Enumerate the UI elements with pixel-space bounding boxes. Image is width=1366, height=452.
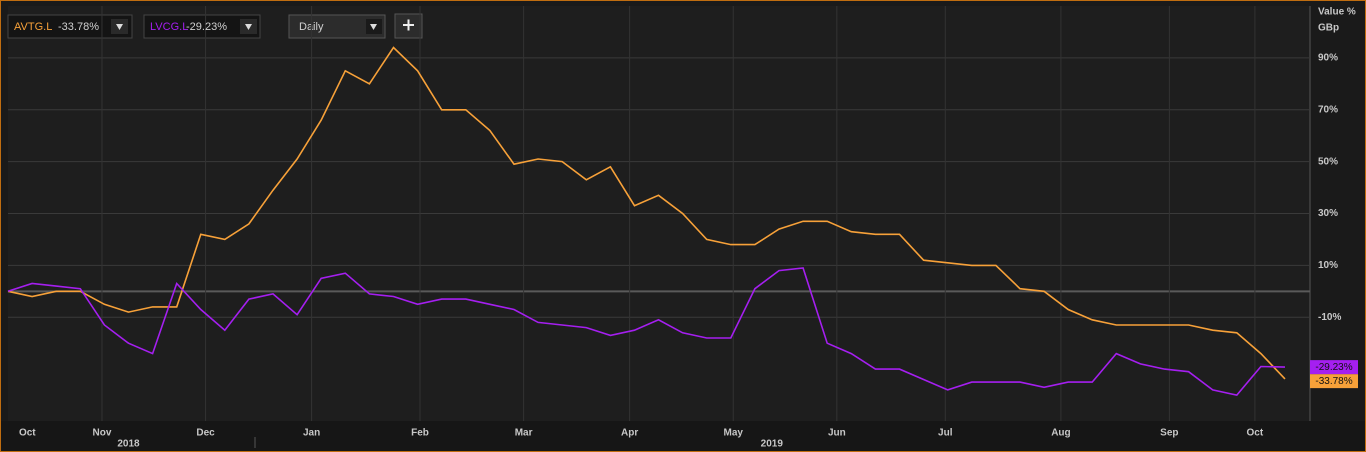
y-tick-label: -10% — [1318, 312, 1341, 323]
year-label: 2019 — [761, 439, 784, 450]
legend-name: AVTG.L — [14, 21, 52, 33]
last-value-box — [1310, 374, 1358, 389]
x-tick-label: Oct — [19, 428, 36, 439]
year-label: 2018 — [117, 439, 140, 450]
last-value-label: -29.23% — [1315, 362, 1352, 373]
y-tick-label: 50% — [1318, 156, 1338, 167]
add-button[interactable] — [394, 13, 423, 39]
dropdown-box[interactable] — [288, 14, 386, 39]
x-tick-label: Feb — [411, 428, 429, 439]
y-tick-label: 70% — [1318, 104, 1338, 115]
x-tick-label: Apr — [621, 428, 638, 439]
x-tick-label: Nov — [93, 428, 112, 439]
x-tick-label: Sep — [1160, 428, 1178, 439]
x-tick-label: Jun — [828, 428, 846, 439]
interval-dropdown[interactable]: Daily — [288, 14, 386, 39]
dropdown-box[interactable] — [7, 14, 133, 39]
legend-name: LVCG.L — [150, 21, 188, 33]
dropdown-arrow — [370, 24, 377, 30]
dropdown-arrow — [116, 24, 123, 30]
x-tick-label: Dec — [196, 428, 215, 439]
legend-dropdown[interactable] — [143, 14, 261, 39]
legend-dropdown[interactable] — [7, 14, 133, 39]
dropdown-box[interactable] — [143, 14, 261, 39]
y-tick-label: 90% — [1318, 53, 1338, 64]
y-tick-label: 30% — [1318, 208, 1338, 219]
y-tick-label: 10% — [1318, 260, 1338, 271]
x-axis-band — [1, 421, 1365, 451]
dropdown-arrow — [245, 24, 252, 30]
legend-value: -29.23% — [186, 21, 227, 33]
x-tick-label: May — [724, 428, 744, 439]
y-axis-title: Value % — [1318, 7, 1356, 18]
x-tick-label: Mar — [515, 428, 533, 439]
last-value-box — [1310, 360, 1358, 375]
x-tick-label: Jul — [938, 428, 953, 439]
x-tick-label: Aug — [1051, 428, 1070, 439]
last-value-label: -33.78% — [1315, 376, 1352, 387]
x-tick-label: Jan — [303, 428, 320, 439]
y-axis-unit: GBp — [1318, 23, 1339, 34]
x-tick-label: Oct — [1247, 428, 1264, 439]
series-line — [7, 46, 1286, 380]
legend-value: -33.78% — [58, 21, 99, 33]
series-line — [7, 267, 1286, 396]
